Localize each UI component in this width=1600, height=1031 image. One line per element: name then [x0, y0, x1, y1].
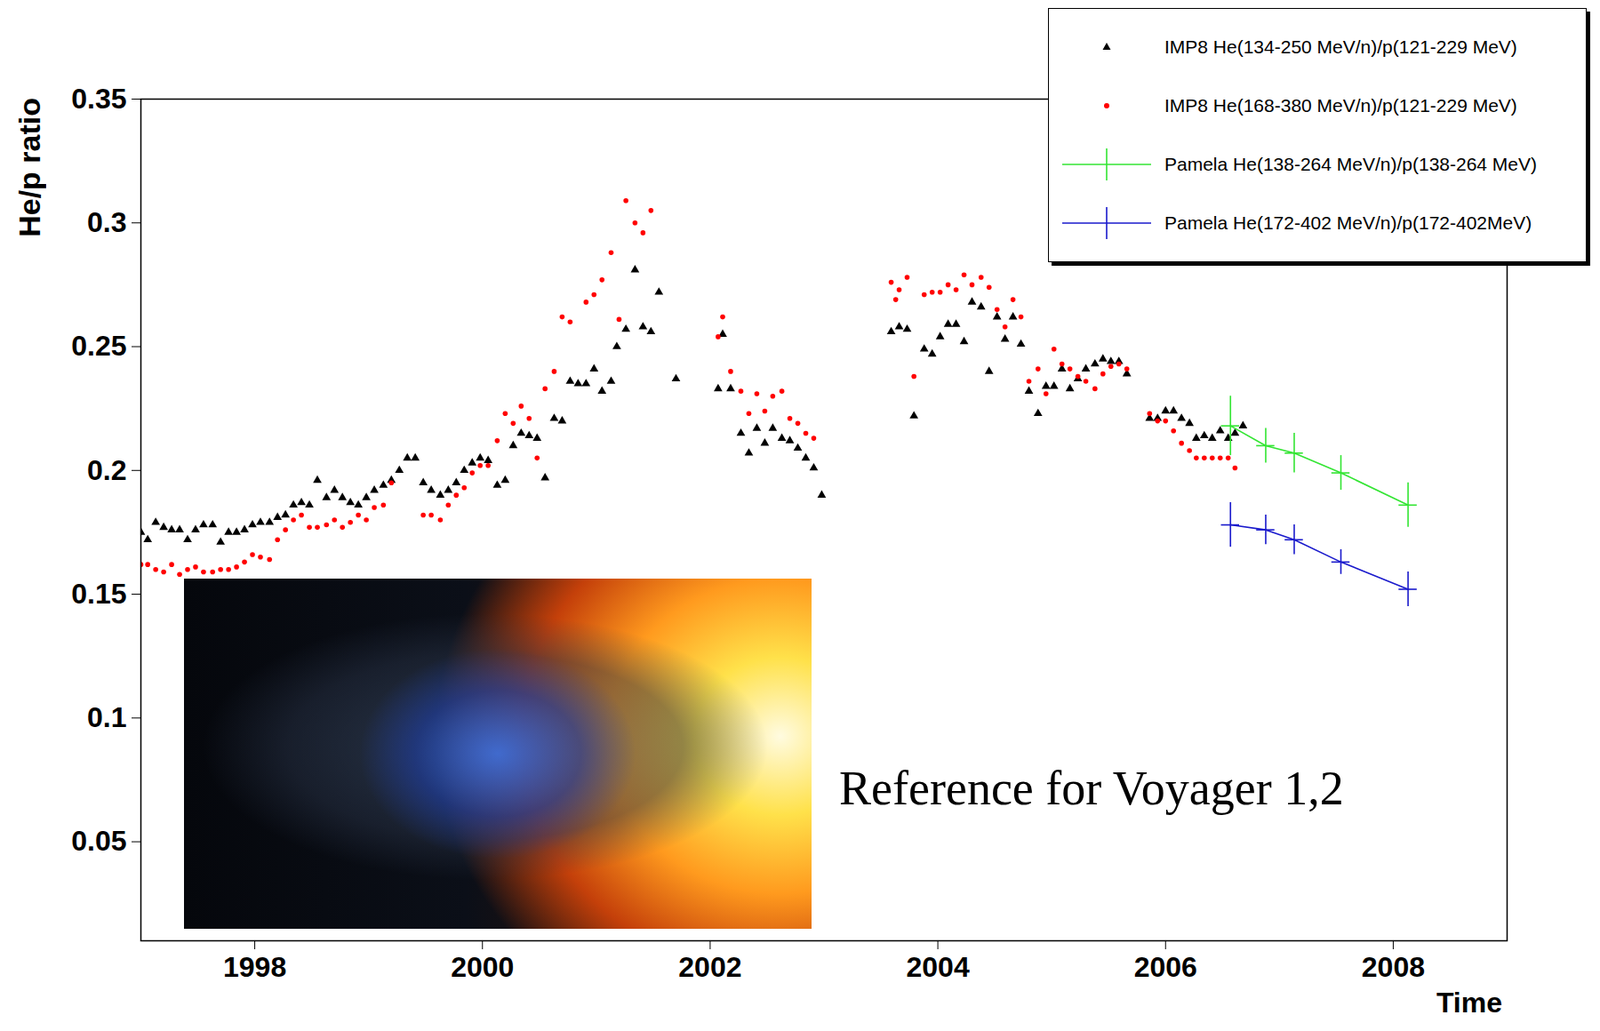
svg-text:0.25: 0.25	[71, 329, 127, 362]
html-text:Pamela He(172-402 MeV/n)/p(172: Pamela He(172-402 MeV/n)/p(172-402MeV)	[1164, 212, 1532, 233]
svg-text:1998: 1998	[223, 951, 287, 984]
svg-text:2002: 2002	[678, 951, 742, 984]
svg-text:0.05: 0.05	[71, 824, 127, 857]
html-text:Reference for Voyager 1,2: Reference for Voyager 1,2	[839, 761, 1344, 816]
html-text:IMP8 He(134-250 MeV/n)/p(121-2: IMP8 He(134-250 MeV/n)/p(121-229 MeV)	[1164, 36, 1518, 57]
svg-text:2008: 2008	[1361, 951, 1425, 984]
html-text:IMP8 He(168-380 MeV/n)/p(121-2: IMP8 He(168-380 MeV/n)/p(121-229 MeV)	[1164, 95, 1518, 116]
svg-text:0.15: 0.15	[71, 577, 127, 610]
svg-text:2000: 2000	[450, 951, 514, 984]
svg-text:2006: 2006	[1134, 951, 1198, 984]
svg-text:0.3: 0.3	[87, 206, 127, 239]
svg-text:0.2: 0.2	[87, 454, 127, 487]
svg-text:2004: 2004	[905, 951, 969, 984]
html-text:Time: Time	[1436, 986, 1503, 1019]
svg-text:0.1: 0.1	[87, 701, 127, 734]
html-text:He/p ratio: He/p ratio	[12, 97, 47, 238]
svg-text:0.35: 0.35	[71, 82, 127, 115]
html-text:Pamela He(138-264 MeV/n)/p(138: Pamela He(138-264 MeV/n)/p(138-264 MeV)	[1164, 153, 1537, 175]
